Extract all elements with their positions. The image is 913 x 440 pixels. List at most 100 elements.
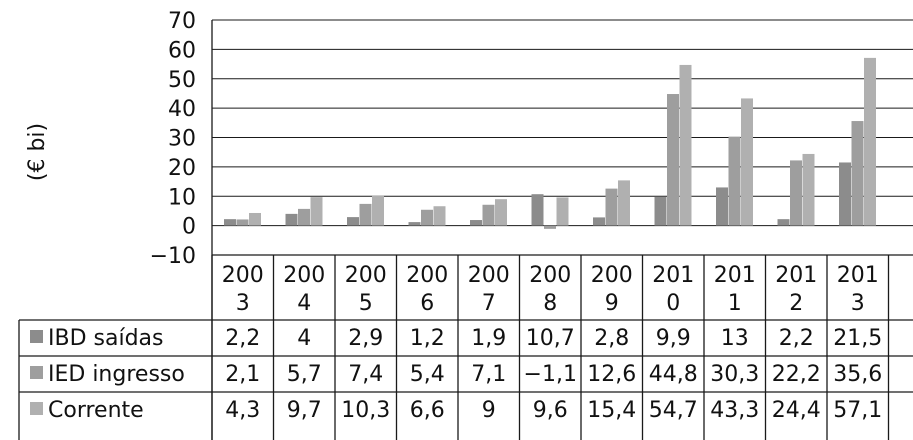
category-label-line1: 200 — [468, 263, 510, 288]
series-name: IBD saídas — [48, 326, 163, 351]
bar-2-9 — [802, 153, 815, 226]
bar-1-6 — [605, 188, 618, 226]
data-label: 7,4 — [348, 362, 383, 387]
y-tick-label: 50 — [168, 68, 196, 93]
category-label-line1: 200 — [222, 263, 264, 288]
bar-0-6 — [593, 217, 605, 226]
legend-swatch-0 — [30, 330, 43, 343]
bar-2-3 — [433, 206, 446, 226]
y-tick-label: 10 — [168, 185, 196, 210]
data-label: 2,2 — [779, 326, 814, 351]
data-label: 1,2 — [410, 326, 445, 351]
category-label-line1: 201 — [837, 263, 879, 288]
data-label: 24,4 — [772, 398, 821, 423]
legend-swatch-1 — [30, 366, 43, 379]
y-tick-label: −10 — [150, 244, 196, 269]
data-label: 9 — [482, 398, 496, 423]
bar-2-8 — [741, 98, 753, 226]
data-label: 1,9 — [471, 326, 506, 351]
category-label-line2: 7 — [482, 291, 496, 316]
data-label: 5,7 — [287, 362, 322, 387]
category-label-line2: 9 — [605, 291, 619, 316]
bar-1-8 — [728, 136, 741, 226]
category-label-line2: 5 — [359, 291, 373, 316]
y-tick-label: 60 — [168, 38, 196, 63]
bar-1-1 — [298, 208, 310, 226]
bar-1-9 — [790, 160, 802, 226]
bar-1-3 — [421, 209, 433, 226]
data-label: 6,6 — [410, 398, 445, 423]
legend-swatch-2 — [30, 402, 43, 415]
bar-0-9 — [777, 219, 790, 226]
bar-1-7 — [667, 94, 679, 226]
y-tick-label: 0 — [182, 215, 196, 240]
category-label-line2: 1 — [728, 291, 742, 316]
category-label-line2: 3 — [236, 291, 250, 316]
bar-0-10 — [839, 162, 851, 226]
data-label: 15,4 — [587, 398, 636, 423]
data-label: 54,7 — [649, 398, 698, 423]
data-label: 12,6 — [587, 362, 636, 387]
bar-2-7 — [679, 64, 692, 226]
bar-1-2 — [359, 203, 372, 226]
data-label: 9,7 — [287, 398, 322, 423]
y-tick-label: 40 — [168, 97, 196, 122]
bar-0-4 — [470, 220, 482, 226]
category-label-line1: 200 — [529, 263, 571, 288]
y-tick-label: 30 — [168, 127, 196, 152]
data-label: 5,4 — [410, 362, 445, 387]
category-label-line1: 201 — [652, 263, 694, 288]
bar-0-1 — [285, 213, 298, 226]
bar-2-1 — [310, 197, 323, 226]
category-label-line1: 201 — [714, 263, 756, 288]
category-label-line2: 6 — [420, 291, 434, 316]
category-label-line2: 8 — [543, 291, 557, 316]
series-name: Corrente — [48, 398, 144, 423]
bar-0-5 — [531, 194, 544, 226]
category-label-line1: 200 — [283, 263, 325, 288]
y-tick-label: 20 — [168, 156, 196, 181]
y-axis-label: (€ bi) — [25, 123, 50, 181]
data-label: 4 — [297, 326, 311, 351]
bar-0-7 — [654, 196, 667, 226]
bar-0-3 — [408, 222, 421, 226]
bar-0-0 — [224, 219, 236, 226]
category-label-line2: 4 — [297, 291, 311, 316]
category-label-line1: 201 — [775, 263, 817, 288]
data-label: 44,8 — [649, 362, 698, 387]
category-label-line2: 3 — [851, 291, 865, 316]
bar-2-2 — [372, 195, 384, 226]
data-label: 22,2 — [772, 362, 821, 387]
bar-0-2 — [347, 217, 359, 226]
data-label: −1,1 — [524, 362, 577, 387]
data-label: 35,6 — [833, 362, 882, 387]
data-label: 30,3 — [710, 362, 759, 387]
data-label: 9,9 — [656, 326, 691, 351]
data-label: 43,3 — [710, 398, 759, 423]
data-label: 10,3 — [341, 398, 390, 423]
data-label: 2,9 — [348, 326, 383, 351]
bar-1-5 — [544, 225, 556, 229]
bar-2-10 — [864, 57, 876, 226]
category-label-line1: 200 — [591, 263, 633, 288]
category-label-line1: 200 — [345, 263, 387, 288]
data-label: 21,5 — [833, 326, 882, 351]
data-label: 7,1 — [471, 362, 506, 387]
bar-2-5 — [556, 197, 569, 226]
data-label: 10,7 — [526, 326, 575, 351]
data-label: 13 — [721, 326, 749, 351]
bar-2-4 — [495, 199, 507, 226]
category-label-line1: 200 — [406, 263, 448, 288]
data-label: 2,2 — [225, 326, 260, 351]
category-label-line2: 0 — [666, 291, 680, 316]
bar-1-0 — [236, 219, 249, 226]
data-label: 2,8 — [594, 326, 629, 351]
data-label: 9,6 — [533, 398, 568, 423]
bar-1-4 — [482, 204, 495, 226]
bar-1-10 — [851, 121, 864, 226]
data-label: 4,3 — [225, 398, 260, 423]
data-label: 57,1 — [833, 398, 882, 423]
bar-0-8 — [716, 187, 728, 226]
